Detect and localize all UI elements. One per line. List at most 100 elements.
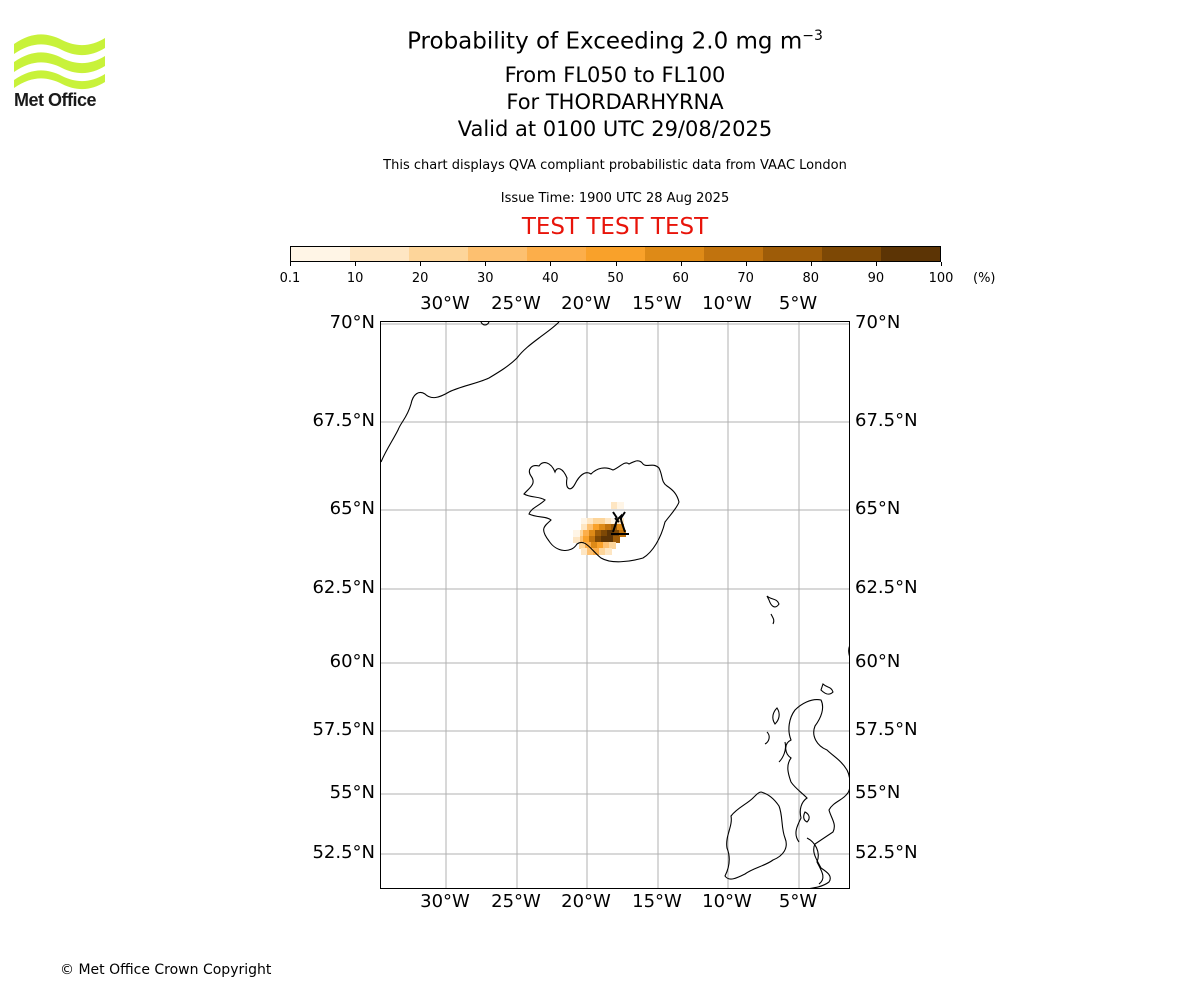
colorbar-segment [409,247,468,261]
volcano-name: For THORDARHYRNA [506,90,724,114]
probability-cell [581,518,588,525]
probability-cell [605,518,612,525]
probability-cell [581,524,588,531]
probability-cell [587,524,594,531]
colorbar-segment [881,247,940,261]
lat-label-right: 55°N [855,782,901,803]
probability-cell [583,530,590,537]
probability-cell [579,542,586,549]
colorbar-tick-mark [485,262,487,266]
probability-cell [607,536,614,543]
colorbar-tick-mark [810,262,812,266]
probability-cell [581,548,588,555]
colorbar-segment [468,247,527,261]
probability-cell [603,542,610,549]
probability-colorbar [290,246,941,262]
lat-label-left: 60°N [329,651,375,672]
map-svg [381,322,849,888]
colorbar-tick-mark [941,262,942,266]
colorbar-segment [645,247,704,261]
probability-cell [611,502,618,509]
probability-cell [593,524,600,531]
met-office-logo-icon [14,34,105,90]
greenland-coast [381,322,560,463]
volcano-icon [611,511,629,535]
map-panel [380,321,850,889]
probability-cell [599,548,606,555]
probability-cell [589,536,596,543]
colorbar-tick-mark [680,262,682,266]
test-banner: TEST TEST TEST [521,214,709,240]
probability-cell [617,524,624,531]
colorbar-tick-mark [355,262,357,266]
probability-cell [609,542,616,549]
probability-cell [599,518,606,525]
colorbar-segment [586,247,645,261]
probability-cell [607,530,614,537]
probability-cell [587,548,594,555]
colorbar-segment [704,247,763,261]
colorbar-segment [822,247,881,261]
probability-cell [617,502,624,509]
lat-label-right: 52.5°N [855,842,918,863]
lat-label-left: 67.5°N [312,410,375,431]
probability-cell [591,542,598,549]
lat-label-left: 57.5°N [312,719,375,740]
probability-cell [611,518,618,525]
lon-label-bottom: 5°W [778,891,818,912]
colorbar-tick-label: 30 [477,271,494,286]
colorbar-tick-label: 20 [411,271,429,286]
uk-coast [785,699,849,888]
lon-label-top: 25°W [491,293,541,314]
probability-cell [599,524,606,531]
lon-label-bottom: 25°W [491,891,541,912]
lat-label-right: 67.5°N [855,410,918,431]
lat-label-left: 62.5°N [312,577,375,598]
probability-cell [593,548,600,555]
lat-label-right: 57.5°N [855,719,918,740]
colorbar-tick-label: 10 [346,271,364,286]
probability-cell [605,524,612,531]
probability-cell [577,536,584,543]
lat-label-left: 52.5°N [312,842,375,863]
lon-label-top: 10°W [702,293,752,314]
colorbar-tick-label: 0.1 [279,271,301,286]
lat-label-right: 62.5°N [855,577,918,598]
lon-label-bottom: 10°W [702,891,752,912]
colorbar-tick-mark [420,262,422,266]
colorbar-tick-label: 100 [928,271,954,286]
lon-label-top: 20°W [561,293,611,314]
ireland-coast [724,791,787,880]
lat-label-right: 65°N [855,498,901,519]
colorbar-tick-mark [615,262,617,266]
lat-label-left: 65°N [329,498,375,519]
probability-cell [589,530,596,537]
lon-label-bottom: 30°W [420,891,470,912]
probability-cell [587,518,594,525]
coastlines [381,322,849,888]
colorbar-tick-mark [290,262,291,266]
issue-time: Issue Time: 1900 UTC 28 Aug 2025 [500,191,730,206]
probability-cell [613,536,620,543]
colorbar-tick-mark [875,262,877,266]
chart-title: Probability of Exceeding 2.0 mg m−3 [407,28,823,55]
colorbar-tick-label: 60 [672,271,689,286]
probability-cell [593,518,600,525]
probability-cell [595,536,602,543]
lat-label-right: 60°N [855,651,901,672]
colorbar-tick-label: 90 [867,271,885,286]
copyright-text: © Met Office Crown Copyright [60,962,272,978]
probability-cell [601,530,608,537]
probability-cell [597,542,604,549]
colorbar-segment [350,247,409,261]
colorbar-tick-mark [550,262,552,266]
lon-label-bottom: 20°W [561,891,611,912]
lon-label-bottom: 15°W [632,891,682,912]
probability-cell [573,536,580,543]
lon-label-top: 30°W [420,293,470,314]
lon-label-top: 5°W [778,293,818,314]
colorbar-segment [763,247,822,261]
iceland-coast [523,460,680,563]
probability-cell [577,530,584,537]
colorbar-tick-label: 80 [802,271,820,286]
